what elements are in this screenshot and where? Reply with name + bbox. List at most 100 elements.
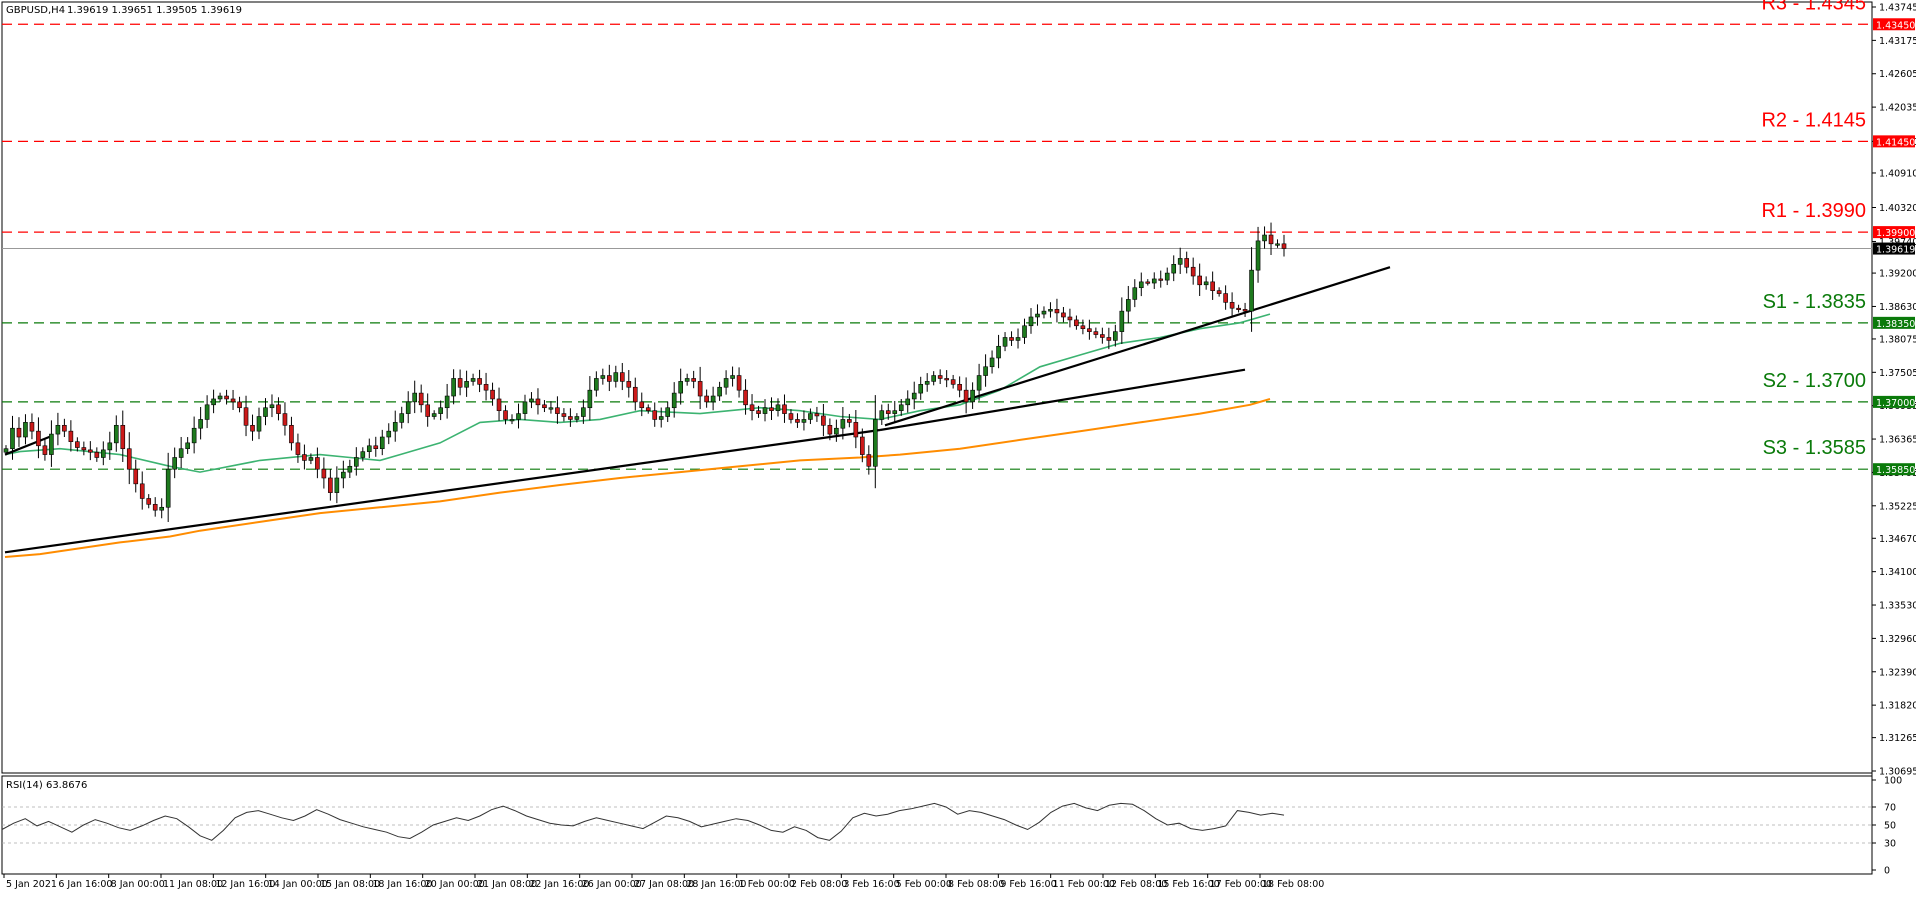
moving-averages <box>4 313 1271 558</box>
bull-candle <box>55 424 61 435</box>
bear-candle <box>788 413 794 420</box>
bull-candle <box>717 386 722 397</box>
time-tick-label: 5 Feb 00:00 <box>896 879 952 890</box>
bull-candle <box>996 345 1001 359</box>
bear-candle <box>224 395 229 400</box>
bear-candle <box>139 483 145 499</box>
bear-candle <box>1100 334 1105 338</box>
support-level-tag-label: 1.35850 <box>1876 465 1915 476</box>
price-tick-label: 1.32960 <box>1879 634 1916 645</box>
current-price-tag <box>1873 242 1915 255</box>
price-tick-label: 1.36365 <box>1879 435 1916 446</box>
bull-candle <box>1171 264 1177 274</box>
time-tick-label: 8 Feb 08:00 <box>948 879 1004 890</box>
bull-candle <box>191 427 197 444</box>
bear-candle <box>75 441 80 448</box>
bull-candle <box>905 398 911 406</box>
bear-candle <box>315 457 320 470</box>
bear-candle <box>535 398 541 406</box>
rsi-indicator: 100 70 50 30 0 <box>1 776 1902 877</box>
bull-candle <box>438 407 443 414</box>
ohlc-values: 1.39619 1.39651 1.39505 1.39619 <box>67 5 242 16</box>
time-tick-label: 12 Jan 16:00 <box>215 879 275 890</box>
price-tick-label: 1.40910 <box>1879 168 1916 179</box>
bull-candle <box>989 357 995 368</box>
time-tick-label: 11 Feb 00:00 <box>1053 879 1115 890</box>
time-tick-label: 20 Jan 00:00 <box>425 879 485 890</box>
bear-candle <box>847 419 852 423</box>
bull-candle <box>1151 278 1157 284</box>
bear-candle <box>607 375 612 382</box>
bull-candle <box>1022 325 1027 338</box>
bear-candle <box>782 404 787 414</box>
bear-candle <box>230 398 236 403</box>
time-tick-label: 22 Jan 16:00 <box>529 879 589 890</box>
time-tick-label: 17 Feb 00:00 <box>1210 879 1272 890</box>
bear-candle <box>944 378 949 381</box>
bear-candle <box>756 410 761 414</box>
time-tick-label: 18 Feb 08:00 <box>1262 879 1324 890</box>
bear-candle <box>295 442 301 455</box>
bull-candle <box>1028 316 1034 327</box>
bull-candle <box>1249 269 1254 312</box>
bull-candle <box>379 436 385 450</box>
rsi-title: RSI(14) 63.8676 <box>6 780 87 791</box>
bull-candle <box>386 430 392 438</box>
rsi-tick-label: 0 <box>1884 866 1890 877</box>
bear-candle <box>62 424 67 432</box>
price-tick-label: 1.31820 <box>1879 701 1916 712</box>
bull-candle <box>924 381 930 385</box>
bear-candle <box>328 477 333 493</box>
support-level-tag-label: 1.38350 <box>1876 319 1915 330</box>
bull-candle <box>204 404 210 420</box>
price-tick-label: 1.34100 <box>1879 567 1916 578</box>
bear-candle <box>457 378 463 388</box>
bull-candle <box>931 375 936 382</box>
bear-candle <box>477 378 482 385</box>
resistance-level-label: R3 - 1.4345 <box>1761 0 1866 14</box>
bull-candle <box>1203 281 1209 286</box>
bear-candle <box>16 427 22 438</box>
bull-candle <box>730 375 735 379</box>
bull-candle <box>256 416 262 432</box>
bear-candle <box>827 424 833 435</box>
bull-candle <box>762 407 768 414</box>
time-tick-label: 3 Feb 16:00 <box>843 879 899 890</box>
bull-candle <box>775 404 781 411</box>
bear-candle <box>126 448 132 470</box>
bull-candle <box>217 395 223 400</box>
bull-candle <box>412 392 418 403</box>
time-tick-label: 9 Feb 16:00 <box>1000 879 1056 890</box>
bear-candle <box>373 445 379 450</box>
bull-candle <box>918 384 924 394</box>
bear-candle <box>1210 281 1215 291</box>
price-axis: 1.43745 1.43175 1.42605 1.42035 1.41450 1.409… <box>1872 3 1916 778</box>
bull-candle <box>392 422 398 432</box>
time-tick-label: 15 Feb 16:00 <box>1157 879 1219 890</box>
bull-candle <box>178 448 184 458</box>
bull-candle <box>671 392 677 409</box>
time-tick-label: 27 Jan 08:00 <box>634 879 694 890</box>
support-level-label: S3 - 1.3585 <box>1763 437 1866 459</box>
price-tick-label: 1.43745 <box>1879 3 1916 14</box>
bear-candle <box>632 386 638 403</box>
bull-candle <box>107 442 113 451</box>
bull-candle <box>1119 310 1125 332</box>
bull-candle <box>1138 281 1144 289</box>
price-tick-label: 1.34670 <box>1879 534 1916 545</box>
bull-candle <box>431 413 437 417</box>
bear-candle <box>853 422 859 438</box>
bull-candle <box>665 407 671 417</box>
price-tick-label: 1.38630 <box>1879 302 1916 313</box>
trendline <box>879 368 1246 432</box>
symbol-title: GBPUSD,H4 <box>6 5 65 16</box>
bull-candle <box>334 477 340 493</box>
bull-candle <box>522 401 528 414</box>
bull-candle <box>165 468 171 508</box>
bull-candle <box>263 407 268 417</box>
bull-candle <box>1262 234 1267 242</box>
bear-candle <box>697 381 703 397</box>
